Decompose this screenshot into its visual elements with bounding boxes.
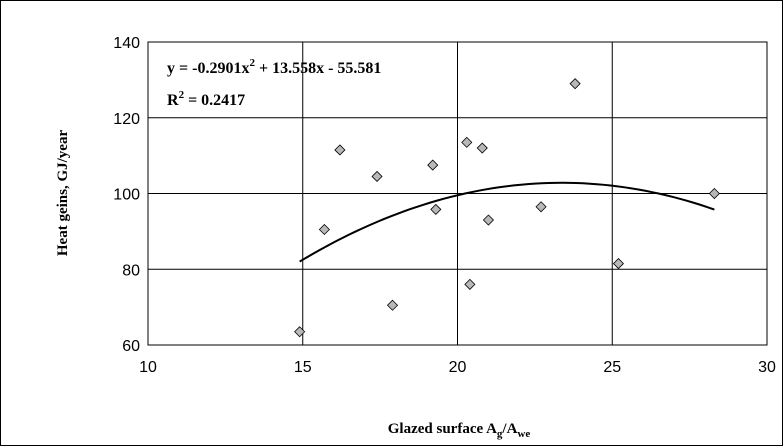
data-point (371, 170, 383, 183)
data-point (427, 159, 439, 171)
data-point (294, 326, 306, 338)
data-point (708, 187, 720, 200)
x-tick-label: 10 (139, 359, 157, 376)
y-tick-label: 100 (113, 187, 140, 204)
data-point (430, 203, 442, 215)
data-point (612, 258, 625, 270)
data-points (294, 78, 720, 338)
y-axis-label: Heat geins, GJ/year (55, 130, 71, 257)
y-tick-label: 80 (122, 262, 140, 279)
data-point (386, 299, 399, 311)
data-point (334, 144, 346, 156)
trendline (299, 181, 715, 263)
x-axis-label: Glazed surface Ag/Awe (388, 421, 531, 440)
trendline-equation: y = -0.2901x2 + 13.558x - 55.581 (167, 57, 381, 77)
data-point (482, 214, 495, 226)
data-point (476, 142, 488, 154)
y-tick-label: 120 (113, 111, 140, 128)
data-point (535, 201, 547, 213)
y-tick-label: 60 (122, 338, 140, 355)
x-tick-label: 30 (758, 359, 776, 376)
plot-area (147, 41, 768, 346)
x-tick-label: 25 (603, 359, 621, 376)
data-point (461, 136, 473, 148)
data-point (464, 278, 476, 290)
data-point (318, 223, 330, 236)
y-tick-label: 140 (113, 35, 140, 52)
grid-lines (147, 41, 768, 346)
x-tick-label: 20 (449, 359, 467, 376)
tick-labels: 10 15 20 25 30 60 80 100 120 140 (113, 35, 776, 376)
data-point (569, 78, 581, 90)
x-tick-label: 15 (294, 359, 312, 376)
r-squared-label: R2 = 0.2417 (167, 89, 245, 109)
